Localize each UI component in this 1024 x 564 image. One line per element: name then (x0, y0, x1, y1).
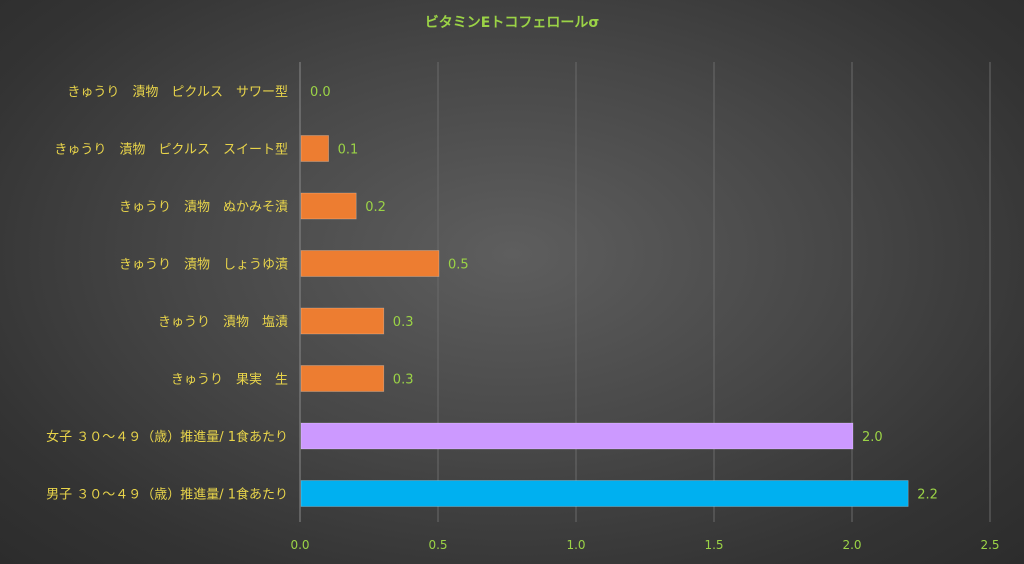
value-label: 0.5 (448, 258, 469, 273)
value-label: 0.2 (365, 200, 386, 215)
bar (300, 365, 385, 392)
category-label: きゅうり 漬物 ぬかみそ漬 (119, 200, 288, 215)
bar (300, 250, 440, 277)
category-label: きゅうり 漬物 塩漬 (158, 315, 288, 330)
category-label: きゅうり 漬物 しょうゆ漬 (119, 258, 288, 273)
label-layer: 0.0 0.5 1.0 1.5 2.0 2.5 きゅうり 漬物 ピクルス サワー型 0.0 きゅ… (46, 85, 999, 552)
category-label: きゅうり 漬物 ピクルス サワー型 (67, 85, 288, 100)
value-label: 0.1 (338, 143, 359, 158)
x-tick-label: 0.0 (290, 538, 309, 552)
category-label: 男子 ３０～４９（歳）推進量/ 1食あたり (46, 487, 288, 503)
x-tick-label: 2.5 (980, 538, 999, 552)
value-label: 0.0 (310, 85, 331, 100)
bar-layer (300, 135, 909, 507)
category-label: 女子 ３０～４９（歳）推進量/ 1食あたり (46, 429, 288, 445)
x-tick-label: 0.5 (428, 538, 447, 552)
value-label: 0.3 (393, 315, 414, 330)
bar (300, 422, 854, 450)
value-label: 2.0 (862, 430, 883, 445)
x-tick-label: 1.5 (704, 538, 723, 552)
category-label: きゅうり 漬物 ピクルス スイート型 (54, 143, 288, 158)
bar (300, 307, 385, 335)
grid-layer (299, 62, 991, 522)
value-label: 0.3 (393, 373, 414, 388)
chart-title: ビタミンEトコフェロールσ (424, 15, 600, 31)
x-tick-label: 1.0 (566, 538, 585, 552)
bar (300, 480, 909, 507)
value-label: 2.2 (917, 488, 938, 503)
category-label: きゅうり 果実 生 (171, 372, 288, 388)
x-tick-label: 2.0 (842, 538, 861, 552)
bar (300, 192, 357, 220)
bar (300, 135, 329, 162)
